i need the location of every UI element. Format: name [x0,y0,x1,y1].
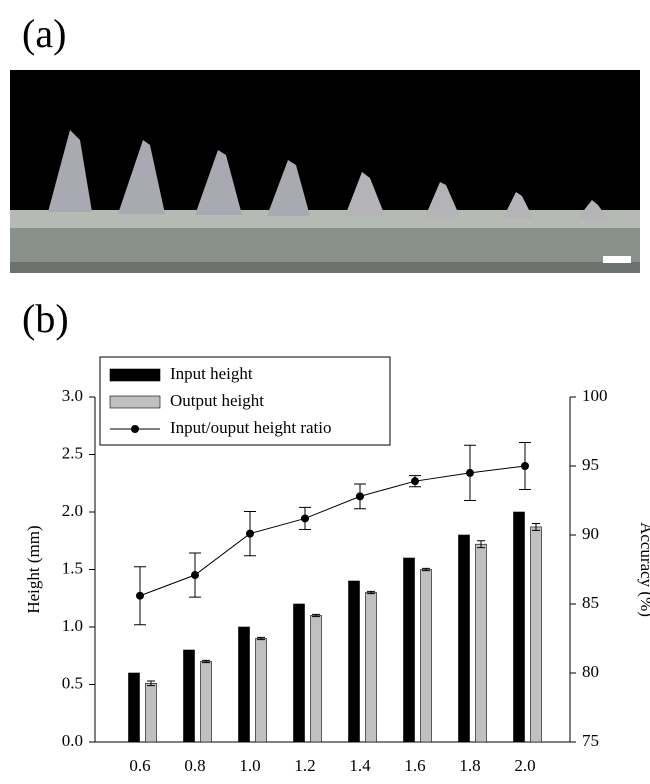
legend-marker [131,425,139,433]
point [521,462,529,470]
y2-tick-label: 75 [582,731,599,750]
x-tick-label: 0.8 [184,756,205,775]
y-tick-label: 0.0 [62,731,83,750]
bar [420,569,432,743]
point [246,529,254,538]
chart: 0.0 0.5 1.0 1.5 2.0 2.5 3.0 75 80 85 90 95 100 Height… [24,356,650,775]
x-tick-label: 1.0 [239,756,260,775]
y2-tick-label: 85 [582,593,599,612]
x-tick-label: 0.6 [129,756,150,775]
y2-tick-label: 100 [582,386,608,405]
legend-label: Input/ouput height ratio [170,418,331,437]
error-bar [532,523,540,531]
bar [530,526,542,743]
point [356,492,364,501]
point [466,468,474,477]
error-bar [367,590,375,595]
bar [255,638,267,743]
bar [200,661,212,743]
photo [10,70,640,273]
point [191,571,199,580]
legend-label: Input height [170,364,253,383]
y-tick-label: 0.5 [62,673,83,692]
point [136,591,144,600]
x-tick-label: 1.8 [459,756,480,775]
bar [403,557,415,743]
error-bar [312,613,320,618]
y2-tick-label: 80 [582,662,599,681]
x-tick-label: 1.2 [294,756,315,775]
point [301,514,309,523]
error-bar [257,636,265,641]
y-tick-label: 1.0 [62,616,83,635]
bar [293,603,305,743]
bar [128,672,140,743]
bar [458,534,470,743]
bar [183,649,195,743]
x-tick-label: 2.0 [514,756,535,775]
error-bar [202,659,210,664]
x-tick-label: 1.6 [404,756,425,775]
error-bar [477,540,485,549]
y-tick-label: 2.5 [62,443,83,462]
error-bar [422,567,430,572]
bar [348,580,360,743]
y2-axis-label: Accuracy (%) [637,522,650,617]
y-tick-label: 2.0 [62,501,83,520]
bar [145,683,157,743]
line [139,465,526,597]
panel-label: (b) [22,296,69,341]
legend-swatch [109,368,161,382]
bar [310,615,322,743]
panel-label: (a) [22,11,66,56]
point [411,477,419,486]
x-tick-label: 1.4 [349,756,371,775]
error-bar [147,680,155,687]
bar [238,626,250,743]
y-tick-label: 3.0 [62,386,83,405]
y2-tick-label: 95 [582,455,599,474]
bar [365,592,377,743]
y-tick-label: 1.5 [62,558,83,577]
y-axis-label: Height (mm) [24,525,43,613]
legend-label: Output height [170,391,264,410]
bar [513,511,525,743]
bar [475,543,487,743]
legend-swatch [109,395,161,409]
y2-tick-label: 90 [582,524,599,543]
